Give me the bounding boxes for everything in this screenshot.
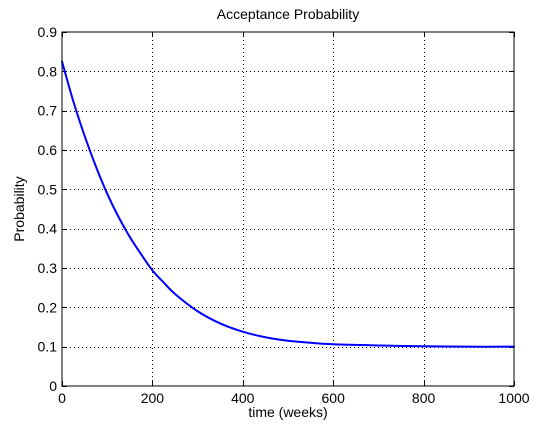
grid <box>62 32 514 386</box>
y-tick-label: 0.6 <box>38 142 58 158</box>
x-tick-label: 1000 <box>498 390 529 406</box>
y-tick-label: 0.8 <box>38 63 58 79</box>
x-tick-label: 600 <box>322 390 346 406</box>
x-tick-label: 800 <box>412 390 436 406</box>
y-tick-label: 0.3 <box>38 260 58 276</box>
y-tick-label: 0.7 <box>38 103 58 119</box>
series-group <box>61 60 515 348</box>
y-tick-label: 0.2 <box>38 299 58 315</box>
y-tick-label: 0.1 <box>38 339 58 355</box>
plot-frame <box>61 31 515 387</box>
chart-title: Acceptance Probability <box>217 6 359 22</box>
y-tick-label: 0.4 <box>38 221 58 237</box>
y-axis-title: Probability <box>11 176 27 241</box>
y-tick-label: 0 <box>49 378 57 394</box>
plot-area <box>62 32 514 386</box>
y-tick-label: 0.5 <box>38 181 58 197</box>
series-line <box>61 60 515 348</box>
x-tick-label: 0 <box>58 390 66 406</box>
x-tick-label: 200 <box>141 390 165 406</box>
x-tick-label: 400 <box>231 390 255 406</box>
y-tick-labels: 0 0.1 0.2 0.3 0.4 0.5 0.6 0.7 0.8 0.9 <box>38 24 58 394</box>
x-tick-labels: 0 200 400 600 800 1000 <box>58 390 530 406</box>
y-tick-label: 0.9 <box>38 24 58 40</box>
x-axis-title: time (weeks) <box>248 404 327 420</box>
